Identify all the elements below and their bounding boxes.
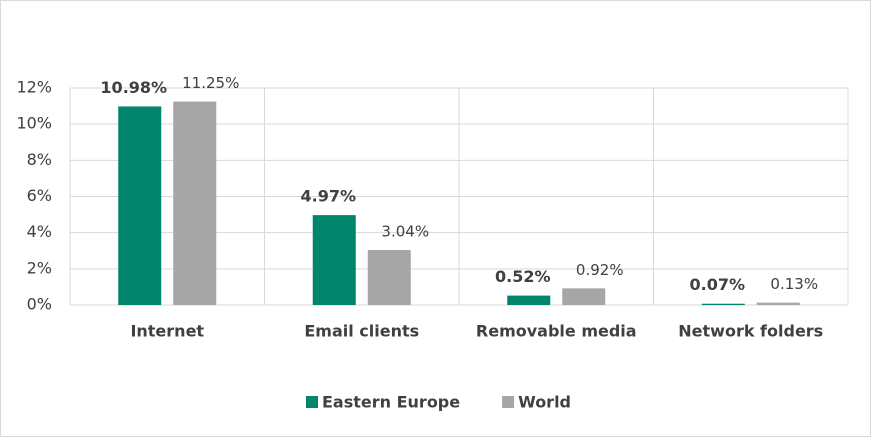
bar — [756, 302, 800, 305]
x-tick-label: Removable media — [476, 322, 637, 341]
legend-swatch — [502, 396, 515, 408]
y-tick-label: 2% — [27, 258, 52, 277]
bar — [507, 295, 551, 305]
y-tick-label: 8% — [27, 150, 52, 169]
legend-label: World — [518, 393, 571, 412]
value-label: 0.92% — [576, 261, 624, 279]
x-tick-label: Network folders — [678, 322, 823, 341]
y-tick-label: 4% — [27, 222, 52, 241]
x-tick-label: Internet — [130, 322, 204, 341]
value-label: 11.25% — [182, 74, 239, 92]
value-label: 10.98% — [100, 78, 167, 97]
y-tick-label: 10% — [16, 114, 52, 133]
legend-label: Eastern Europe — [322, 393, 460, 412]
legend-swatch — [306, 396, 318, 408]
y-tick-label: 0% — [27, 295, 52, 314]
bar — [312, 215, 356, 305]
value-label: 0.13% — [770, 275, 818, 293]
bar — [367, 250, 411, 305]
y-tick-label: 6% — [27, 186, 52, 205]
bar — [701, 303, 745, 305]
value-label: 0.07% — [689, 275, 745, 294]
value-label: 4.97% — [300, 187, 356, 206]
bar — [118, 106, 162, 305]
bar — [173, 101, 217, 305]
value-label: 0.52% — [495, 267, 551, 286]
x-tick-label: Email clients — [304, 322, 419, 341]
value-label: 3.04% — [381, 223, 429, 241]
y-tick-label: 12% — [16, 78, 52, 97]
bar — [562, 288, 606, 305]
